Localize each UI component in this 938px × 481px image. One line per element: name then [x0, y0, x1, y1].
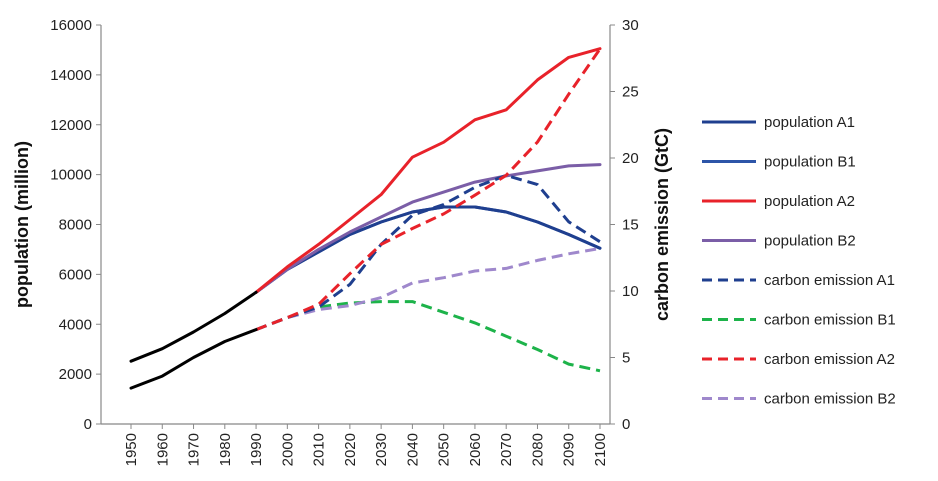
y-left-tick-label: 8000 — [59, 217, 92, 234]
y-left-tick-label: 14000 — [50, 67, 92, 84]
y-right-tick-label: 10 — [622, 283, 639, 300]
plot-area — [129, 47, 602, 390]
y-left-tick-label: 0 — [84, 416, 92, 433]
x-tick-label: 2020 — [342, 433, 359, 466]
x-tick-label: 2000 — [279, 433, 296, 466]
x-tick-label: 2080 — [529, 433, 546, 466]
legend-label: population B2 — [764, 233, 856, 250]
x-tick-label: 1960 — [154, 433, 171, 466]
legend-label: carbon emission B1 — [764, 312, 896, 329]
y-left-axis-title: population (million) — [12, 141, 32, 308]
historical-line-population — [129, 290, 258, 363]
x-tick-label: 2060 — [467, 433, 484, 466]
x-tick-label: 1950 — [123, 433, 140, 466]
legend-label: carbon emission A2 — [764, 351, 895, 368]
x-tick-label: 2040 — [404, 433, 421, 466]
series-line-population-a1 — [254, 205, 602, 294]
legend-label: population A1 — [764, 114, 855, 131]
legend-label: carbon emission B2 — [764, 391, 896, 408]
x-tick-label: 2050 — [436, 433, 453, 466]
y-right-tick-label: 5 — [622, 350, 630, 367]
x-tick-label: 2030 — [373, 433, 390, 466]
y-left-tick-label: 12000 — [50, 117, 92, 134]
y-right-tick-label: 30 — [622, 17, 639, 34]
series-line-population-b2 — [254, 163, 602, 294]
y-left-tick-label: 6000 — [59, 266, 92, 283]
x-tick-label: 2070 — [498, 433, 515, 466]
series-line-carbon-emission-a1 — [255, 173, 601, 332]
legend-label: carbon emission A1 — [764, 272, 895, 289]
x-tick-label: 1990 — [248, 433, 265, 466]
x-tick-label: 2100 — [592, 433, 609, 466]
y-right-tick-label: 25 — [622, 84, 639, 101]
historical-line-carbon-emission — [129, 328, 258, 390]
legend-label: population B1 — [764, 154, 856, 171]
series-line-population-a2 — [254, 47, 602, 294]
y-right-axis-title: carbon emission (GtC) — [652, 128, 672, 321]
y-left-tick-label: 2000 — [59, 366, 92, 383]
y-right-tick-label: 15 — [622, 217, 639, 234]
y-left-tick-label: 10000 — [50, 167, 92, 184]
legend-label: population A2 — [764, 193, 855, 210]
y-right-tick-label: 0 — [622, 416, 630, 433]
y-left-tick-label: 4000 — [59, 316, 92, 333]
series-line-carbon-emission-b2 — [255, 246, 601, 332]
y-left-tick-label: 16000 — [50, 17, 92, 34]
x-tick-label: 1980 — [217, 433, 234, 466]
x-tick-label: 2010 — [311, 433, 328, 466]
x-tick-label: 1970 — [186, 433, 203, 466]
y-right-tick-label: 20 — [622, 150, 639, 167]
x-tick-label: 2090 — [561, 433, 578, 466]
axes: 0 2000 4000 6000 8000 10000 12000 14000 16000 0 5 1… — [50, 17, 638, 466]
series-line-carbon-emission-a2 — [255, 48, 602, 332]
legend: population A1 population B1 population A2 p… — [702, 114, 896, 408]
